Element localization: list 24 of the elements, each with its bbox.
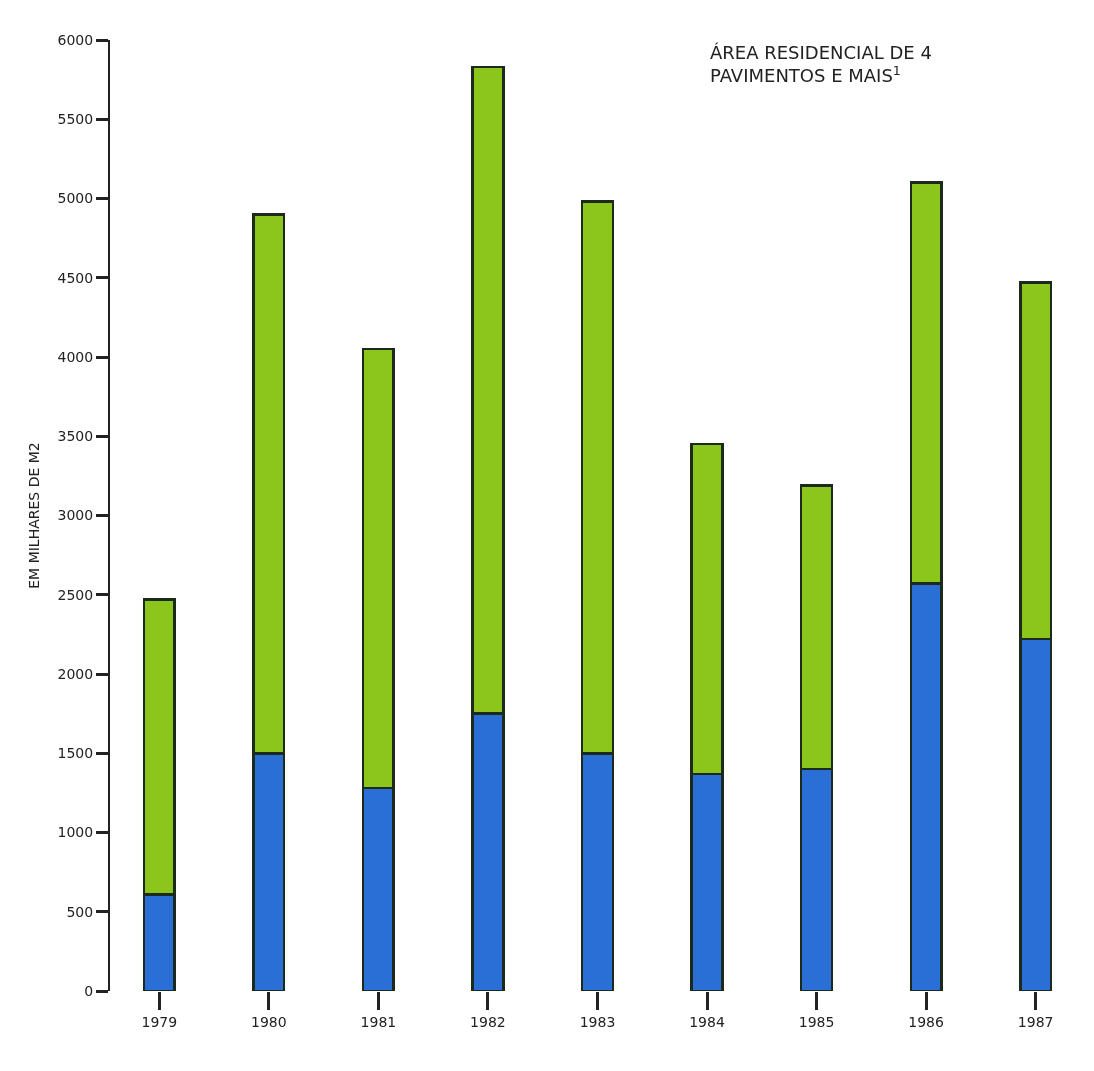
y-tick-label: 2500 bbox=[57, 586, 94, 603]
y-tick-label: 5000 bbox=[57, 190, 94, 207]
y-tick-label: 0 bbox=[84, 982, 94, 999]
x-tick-label: 1985 bbox=[798, 1013, 835, 1030]
x-tick-label: 1980 bbox=[251, 1013, 287, 1030]
text: ÁREA RESIDENCIAL DE 4 PAVIMENTOS E MAIS$^{1}$ bbox=[710, 42, 932, 87]
y-tick-label: 6000 bbox=[57, 31, 94, 48]
y-tick-label: 4000 bbox=[57, 348, 94, 365]
x-tick-label: 1982 bbox=[470, 1013, 506, 1030]
y-tick-label: 3000 bbox=[57, 507, 94, 524]
y-tick-label: 2000 bbox=[57, 665, 94, 682]
y-tick-label: 1500 bbox=[57, 745, 94, 762]
y-tick-label: 5500 bbox=[57, 111, 94, 128]
y-axis-title: EM MILHARES DE M2 bbox=[25, 442, 42, 589]
x-tick-label: 1979 bbox=[141, 1013, 178, 1030]
y-tick-label: 3500 bbox=[57, 428, 94, 445]
x-tick-label: 1984 bbox=[689, 1013, 725, 1030]
y-tick-label: 500 bbox=[66, 903, 94, 920]
x-tick-label: 1986 bbox=[908, 1013, 945, 1030]
x-tick-label: 1983 bbox=[579, 1013, 616, 1030]
x-tick-label: 1981 bbox=[360, 1013, 397, 1030]
x-tick-label: 1987 bbox=[1017, 1013, 1054, 1030]
y-tick-label: 4500 bbox=[57, 269, 94, 286]
y-tick-label: 1000 bbox=[57, 824, 94, 841]
